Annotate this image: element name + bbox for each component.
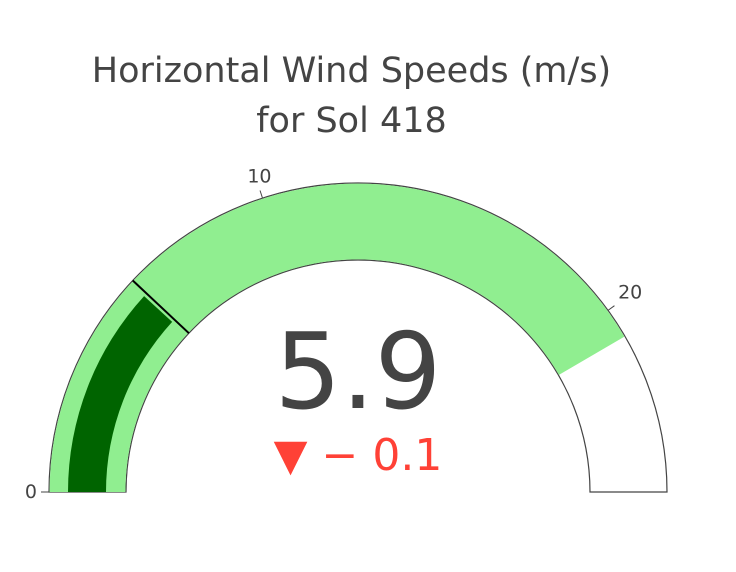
chart-title: Horizontal Wind Speeds (m/s) for Sol 418: [0, 46, 703, 146]
gauge-tick-label: 10: [247, 166, 271, 188]
gauge-value-number: 5.9: [275, 311, 442, 433]
delta-down-arrow-icon: ▼: [274, 430, 308, 481]
gauge-tick-mark: [259, 190, 263, 199]
gauge-axis-ticks: 0 10 20: [25, 166, 642, 503]
chart-title-line-1: Horizontal Wind Speeds (m/s): [91, 51, 612, 91]
gauge-tick-label: 0: [25, 481, 37, 503]
chart-title-line-2: for Sol 418: [256, 101, 447, 141]
delta-value: − 0.1: [322, 430, 443, 481]
gauge-tick-label: 20: [618, 282, 642, 304]
gauge-tick-mark: [607, 305, 615, 311]
gauge-value-bar: [68, 296, 173, 492]
gauge-step-band: [49, 183, 625, 492]
gauge-threshold-line: [132, 279, 190, 334]
gauge-delta-readout: ▼ − 0.1: [274, 430, 443, 481]
